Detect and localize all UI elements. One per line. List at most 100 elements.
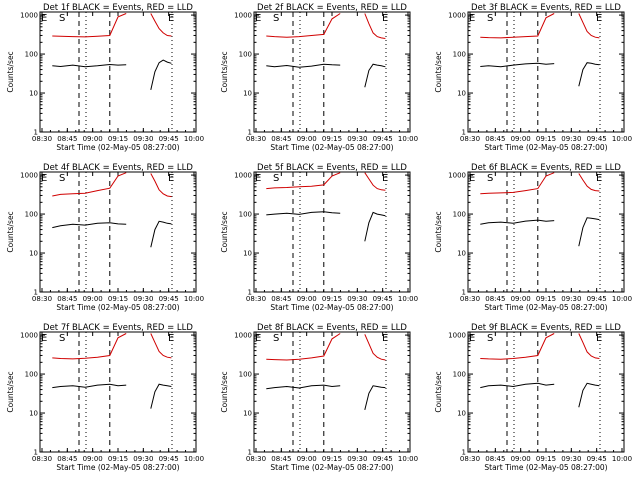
plot-frame: [467, 11, 625, 133]
y-axis-label: Counts/sec: [434, 51, 443, 92]
chart-title: Det 5f BLACK = Events, RED = LLD: [257, 163, 407, 173]
series-line-red: [52, 13, 127, 38]
marker-label: E: [382, 173, 388, 184]
marker-label: E: [41, 333, 47, 344]
chart-title: Det 9f BLACK = Events, RED = LLD: [471, 323, 621, 333]
x-axis-label: Start Time (02-May-05 08:27:00): [56, 303, 179, 312]
x-tick-label: 09:00: [83, 295, 103, 303]
x-tick-label: 08:30: [32, 455, 52, 463]
marker-label: E: [382, 13, 388, 24]
chart-title: Det 7f BLACK = Events, RED = LLD: [43, 323, 193, 333]
x-tick-label: 09:45: [159, 455, 179, 463]
x-tick-label: 08:45: [57, 135, 77, 143]
chart-title: Det 2f BLACK = Events, RED = LLD: [257, 3, 407, 13]
y-tick-label: 100: [25, 51, 38, 59]
x-tick-label: 08:45: [57, 295, 77, 303]
y-axis-label: Counts/sec: [6, 371, 15, 412]
marker-label: S: [59, 333, 65, 344]
x-tick-label: 09:30: [561, 295, 581, 303]
y-axis-label: Counts/sec: [220, 211, 229, 252]
y-tick-label: 10: [457, 410, 466, 418]
series-line-black: [52, 222, 127, 229]
series-line-red: [266, 333, 341, 361]
y-axis-label: Counts/sec: [220, 51, 229, 92]
series-line-red: [578, 173, 600, 192]
marker-label: S: [59, 13, 65, 24]
x-axis-label: Start Time (02-May-05 08:27:00): [484, 463, 607, 472]
marker-label: S: [487, 333, 493, 344]
x-tick-label: 08:30: [460, 135, 480, 143]
x-tick-label: 08:45: [485, 135, 505, 143]
marker-label: E: [596, 173, 602, 184]
y-tick-label: 1: [34, 289, 38, 297]
y-tick-label: 10: [29, 410, 38, 418]
marker-label: E: [596, 333, 602, 344]
y-tick-label: 100: [239, 51, 252, 59]
series-line-red: [266, 172, 341, 190]
x-tick-label: 08:45: [271, 135, 291, 143]
x-axis-label: Start Time (02-May-05 08:27:00): [270, 303, 393, 312]
marker-label: E: [596, 13, 602, 24]
y-tick-label: 100: [453, 211, 466, 219]
plot-frame: [467, 171, 625, 293]
x-tick-label: 09:30: [133, 135, 153, 143]
series-line-red: [364, 334, 386, 361]
x-axis-label: Start Time (02-May-05 08:27:00): [270, 463, 393, 472]
series-line-red: [52, 333, 127, 360]
series-line-black: [52, 63, 127, 68]
x-tick-label: 09:30: [133, 455, 153, 463]
y-tick-label: 1: [34, 129, 38, 137]
y-tick-label: 1000: [448, 172, 466, 180]
x-tick-label: 08:45: [271, 295, 291, 303]
marker-label: E: [255, 173, 261, 184]
series-line-red: [480, 172, 555, 195]
x-tick-label: 08:30: [460, 455, 480, 463]
chart-panel: Det 5f BLACK = Events, RED = LLD 08:30 08:…: [220, 163, 418, 312]
plot-frame: [39, 171, 197, 293]
x-tick-label: 09:30: [133, 295, 153, 303]
x-tick-label: 09:45: [373, 135, 393, 143]
series-line-red: [480, 13, 555, 39]
x-tick-label: 09:45: [373, 455, 393, 463]
chart-panel: Det 2f BLACK = Events, RED = LLD 08:30 08:…: [220, 3, 418, 152]
y-tick-label: 1000: [20, 332, 38, 340]
marker-label: E: [168, 333, 174, 344]
marker-label: S: [59, 173, 65, 184]
x-tick-label: 09:15: [322, 135, 342, 143]
x-tick-label: 09:15: [536, 455, 556, 463]
x-tick-label: 09:45: [373, 295, 393, 303]
x-tick-label: 10:00: [398, 295, 418, 303]
x-axis-label: Start Time (02-May-05 08:27:00): [484, 303, 607, 312]
y-tick-label: 1: [34, 449, 38, 457]
marker-label: E: [168, 13, 174, 24]
x-tick-label: 09:15: [536, 135, 556, 143]
chart-panel: Det 4f BLACK = Events, RED = LLD 08:30 08:…: [6, 163, 204, 312]
x-tick-label: 09:15: [322, 295, 342, 303]
x-tick-label: 10:00: [184, 135, 204, 143]
y-axis-label: Counts/sec: [434, 211, 443, 252]
x-tick-label: 09:15: [322, 455, 342, 463]
y-tick-label: 10: [29, 90, 38, 98]
x-tick-label: 09:15: [108, 135, 128, 143]
y-tick-label: 10: [29, 250, 38, 258]
series-line-red: [266, 13, 341, 38]
x-tick-label: 09:00: [297, 135, 317, 143]
x-tick-label: 09:30: [347, 135, 367, 143]
chart-panel: Det 1f BLACK = Events, RED = LLD 08:30 08:…: [6, 3, 204, 152]
x-axis-label: Start Time (02-May-05 08:27:00): [270, 143, 393, 152]
marker-label: S: [487, 173, 493, 184]
x-axis-label: Start Time (02-May-05 08:27:00): [56, 143, 179, 152]
series-line-black: [480, 62, 555, 68]
y-tick-label: 1000: [234, 12, 252, 20]
series-line-black: [578, 382, 600, 408]
chart-panel: Det 8f BLACK = Events, RED = LLD 08:30 08:…: [220, 323, 418, 472]
marker-label: E: [41, 13, 47, 24]
y-tick-label: 10: [243, 250, 252, 258]
y-tick-label: 100: [453, 51, 466, 59]
plot-frame: [39, 331, 197, 453]
x-tick-label: 08:45: [485, 295, 505, 303]
series-line-black: [266, 211, 341, 216]
x-tick-label: 09:00: [83, 455, 103, 463]
x-tick-label: 09:45: [159, 135, 179, 143]
